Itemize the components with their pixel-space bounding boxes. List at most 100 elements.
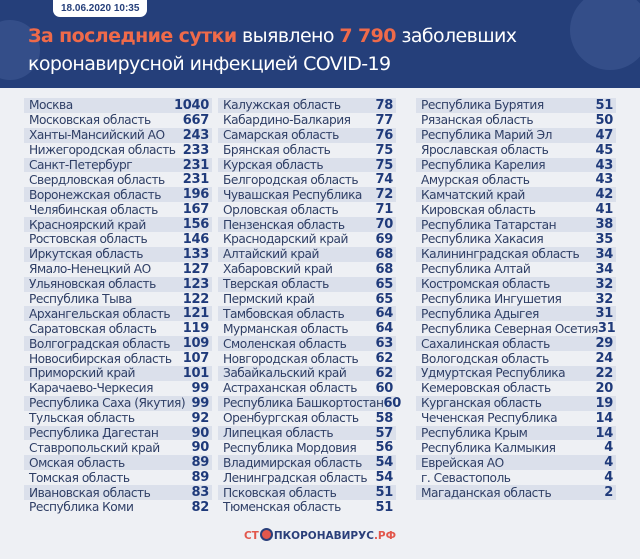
region-name: Республика Тыва: [29, 292, 132, 307]
case-count: 75: [375, 157, 394, 173]
table-row: Калужская область 78: [218, 98, 396, 113]
case-count: 32: [595, 291, 614, 307]
case-count: 34: [595, 246, 614, 262]
table-row: Республика Саха (Якутия) 99: [24, 396, 212, 411]
table-row: Еврейская АО 4: [416, 455, 616, 470]
case-count: 14: [595, 410, 614, 426]
case-count: 51: [595, 97, 614, 113]
table-row: Нижегородская область 233: [24, 143, 212, 158]
region-name: Чеченская Республика: [421, 411, 558, 426]
region-name: Ростовская область: [29, 232, 148, 247]
table-row: Челябинская область 167: [24, 202, 212, 217]
region-name: Калужская область: [223, 98, 341, 113]
table-row: Пензенская область 70: [218, 217, 396, 232]
region-name: Пермский край: [223, 292, 315, 307]
table-row: Рязанская область 50: [416, 113, 616, 128]
total-count: 7 790: [339, 25, 396, 47]
region-name: Москва: [29, 98, 73, 113]
region-name: Костромская область: [421, 277, 550, 292]
table-row: Костромская область 32: [416, 277, 616, 292]
table-row: Пермский край 65: [218, 292, 396, 307]
region-name: Пензенская область: [223, 217, 345, 232]
case-count: 69: [375, 231, 394, 247]
table-row: Тамбовская область 64: [218, 306, 396, 321]
table-row: Красноярский край 156: [24, 217, 212, 232]
table-row: Омская область 89: [24, 455, 212, 470]
table-row: Астраханская область 60: [218, 381, 396, 396]
region-name: Алтайский край: [223, 247, 319, 262]
table-row: Кировская область 41: [416, 202, 616, 217]
region-name: Сахалинская область: [421, 336, 550, 351]
region-name: Оренбургская область: [223, 411, 359, 426]
region-name: Республика Калмыкия: [421, 440, 556, 455]
table-row: Архангельская область 121: [24, 306, 212, 321]
region-name: Республика Карелия: [421, 158, 546, 172]
title-mid: выявлено: [242, 25, 335, 47]
column-1: Москва 1040 Московская область 667 Ханты-Ман…: [24, 98, 212, 518]
region-name: Мурманская область: [223, 321, 349, 336]
header-banner: 18.06.2020 10:35 За последние сутки выяв…: [0, 0, 640, 88]
title-end: заболевших: [401, 25, 517, 47]
case-count: 32: [595, 276, 614, 292]
table-row: Приморский край 101: [24, 366, 212, 381]
table-row: Смоленская область 63: [218, 336, 396, 351]
region-name: Республика Марий Эл: [421, 128, 552, 143]
case-count: 231: [182, 172, 210, 188]
table-row: Республика Адыгея 31: [416, 306, 616, 321]
case-count: 2: [604, 485, 613, 501]
region-name: Архангельская область: [29, 306, 171, 321]
case-count: 89: [191, 470, 210, 486]
region-name: Камчатский край: [421, 187, 525, 202]
case-count: 38: [595, 217, 614, 233]
table-row: Новгородская область 62: [218, 351, 396, 366]
table-row: Самарская область 76: [218, 128, 396, 143]
title-highlight: За последние сутки: [28, 25, 237, 47]
region-name: Чувашская Республика: [223, 187, 362, 202]
table-row: Вологодская область 24: [416, 351, 616, 366]
table-row: Амурская область 43: [416, 172, 616, 187]
table-row: Москва 1040: [24, 98, 212, 113]
region-name: Республика Бурятия: [421, 98, 544, 113]
region-name: Курганская область: [421, 396, 542, 411]
case-count: 167: [182, 202, 210, 218]
case-count: 65: [375, 276, 394, 292]
column-3: Республика Бурятия 51 Рязанская область 50 Р…: [416, 98, 616, 518]
case-count: 90: [191, 425, 210, 441]
table-row: г. Севастополь 4: [416, 470, 616, 485]
table-row: Республика Хакасия 35: [416, 232, 616, 247]
table-row: Республика Дагестан 90: [24, 426, 212, 441]
virus-logo-icon: [259, 528, 273, 541]
case-count: 107: [182, 351, 210, 367]
case-count: 92: [191, 410, 210, 426]
region-name: Ямало-Ненецкий АО: [29, 262, 151, 277]
region-name: Санкт-Петербург: [29, 158, 133, 172]
case-count: 50: [595, 112, 614, 128]
page-title: За последние сутки выявлено 7 790 заболе…: [28, 22, 517, 78]
region-name: Удмуртская Республика: [421, 366, 566, 381]
region-name: Республика Алтай: [421, 262, 531, 277]
table-row: Республика Алтай 34: [416, 262, 616, 277]
timestamp: 18.06.2020 10:35: [53, 0, 148, 17]
table-row: Свердловская область 231: [24, 172, 212, 187]
case-count: 51: [375, 500, 394, 515]
region-name: Приморский край: [29, 366, 135, 381]
table-row: Владимирская область 54: [218, 455, 396, 470]
table-row: Карачаево-Черкесия 99: [24, 381, 212, 396]
case-count: 74: [375, 172, 394, 188]
region-name: Воронежская область: [29, 187, 161, 202]
case-count: 99: [191, 380, 210, 396]
region-name: Карачаево-Черкесия: [29, 381, 153, 396]
region-name: Республика Татарстан: [421, 217, 557, 232]
table-row: Краснодарский край 69: [218, 232, 396, 247]
table-row: Тверская область 65: [218, 277, 396, 292]
case-count: 75: [375, 142, 394, 158]
region-name: Республика Башкортостан: [223, 396, 384, 411]
region-name: Иркутская область: [29, 247, 143, 262]
case-count: 121: [182, 306, 210, 322]
region-name: Нижегородская область: [29, 143, 176, 158]
region-name: Забайкальский край: [223, 366, 347, 381]
regions-table: Москва 1040 Московская область 667 Ханты-Ман…: [24, 98, 616, 518]
case-count: 122: [182, 291, 210, 307]
region-name: Ханты-Мансийский АО: [29, 128, 165, 143]
region-name: Волгоградская область: [29, 336, 170, 351]
